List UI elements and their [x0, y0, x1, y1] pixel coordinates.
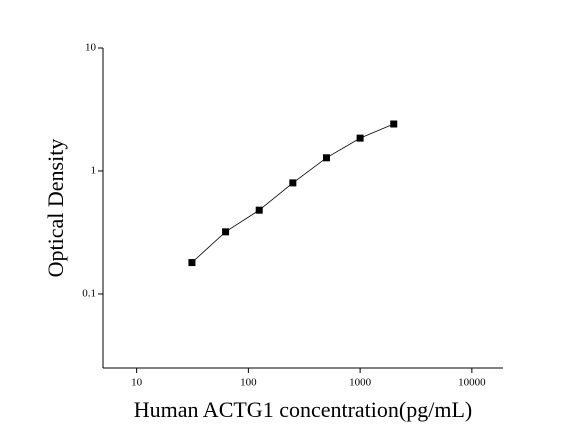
- x-tick-label: 100: [240, 377, 257, 389]
- data-point: [390, 120, 398, 128]
- x-tick-label: 10000: [458, 377, 486, 389]
- data-point: [188, 259, 196, 267]
- data-point: [222, 228, 230, 236]
- y-tick-label: 10: [85, 42, 97, 54]
- y-tick-label: 0.1: [82, 287, 96, 299]
- data-point: [356, 134, 364, 142]
- x-tick-label: 1000: [349, 377, 372, 389]
- y-axis-title: Optical Density: [43, 139, 68, 278]
- data-point: [289, 179, 297, 187]
- data-point: [255, 206, 263, 214]
- x-axis-title: Human ACTG1 concentration(pg/mL): [134, 397, 472, 422]
- fit-curve: [191, 123, 394, 263]
- x-tick-label: 10: [131, 377, 143, 389]
- y-tick-label: 1: [91, 165, 97, 177]
- data-point: [322, 154, 330, 162]
